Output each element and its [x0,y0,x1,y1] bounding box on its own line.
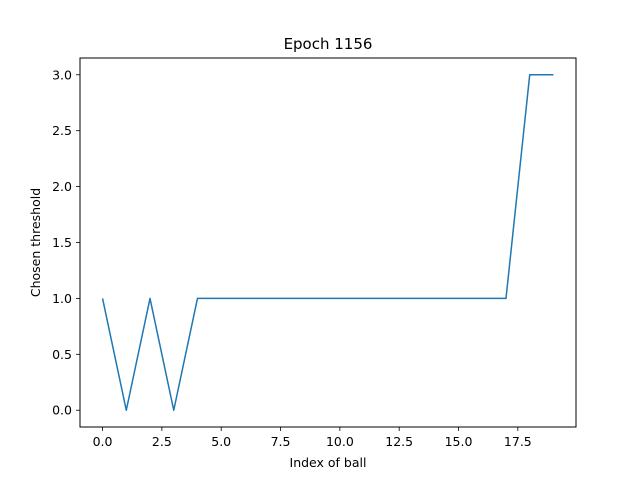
y-tick-label: 1.0 [52,291,72,306]
x-tick-label: 2.5 [152,434,172,449]
plot-frame [79,57,577,428]
y-axis-ticks: 0.0 0.5 1.0 1.5 2.0 2.5 3.0 [52,67,80,418]
chart-title: Epoch 1156 [284,35,373,53]
y-tick-label: 3.0 [52,67,72,82]
y-tick-label: 2.0 [52,179,72,194]
x-tick-label: 10.0 [326,434,354,449]
x-axis-ticks: 0.0 2.5 5.0 7.5 10.0 12.5 15.0 17.5 [93,427,532,449]
series-line-0 [101,74,554,411]
x-tick-label: 17.5 [504,434,532,449]
y-tick-label: 2.5 [52,123,72,138]
y-tick-label: 1.5 [52,235,72,250]
x-tick-label: 7.5 [271,434,291,449]
x-tick-label: 15.0 [445,434,473,449]
x-axis-label: Index of ball [290,455,367,470]
y-tick-label: 0.5 [52,347,72,362]
y-axis-label: Chosen threshold [28,188,43,297]
x-tick-label: 0.0 [93,434,113,449]
y-tick-label: 0.0 [52,403,72,418]
x-tick-label: 12.5 [385,434,413,449]
x-tick-label: 5.0 [211,434,231,449]
series-layer [101,74,554,411]
